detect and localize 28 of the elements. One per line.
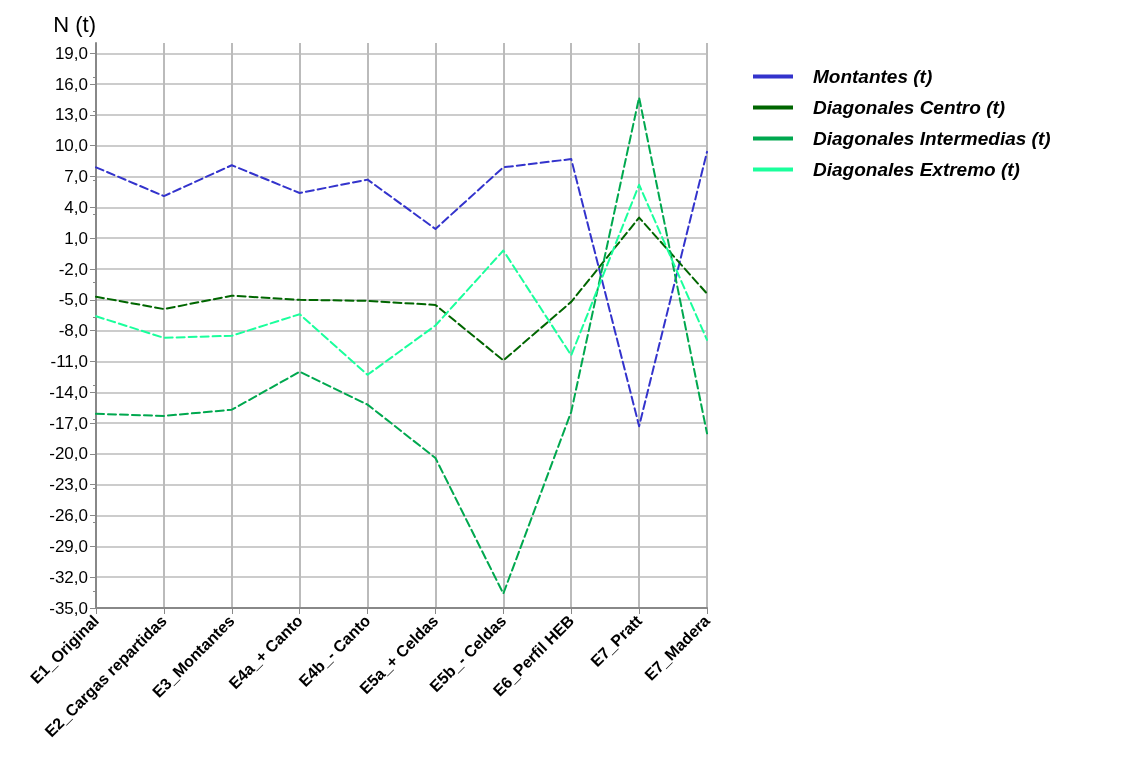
line-series (95, 183, 708, 376)
legend-label: Diagonales Centro (t) (813, 97, 1006, 118)
line-series (95, 216, 708, 362)
y-tick-label: -2,0 (58, 259, 88, 279)
y-tick-label: -20,0 (49, 444, 88, 464)
y-tick-label: 19,0 (54, 43, 88, 63)
y-tick-label: 13,0 (54, 105, 88, 125)
y-tick-label: -14,0 (49, 382, 88, 402)
y-tick-label: -32,0 (49, 567, 88, 587)
y-tick-label: -26,0 (49, 506, 88, 526)
legend-label: Montantes (t) (813, 66, 933, 87)
y-axis-title: N (t) (53, 11, 96, 37)
line-series (95, 150, 708, 428)
y-tick-label: -23,0 (49, 475, 88, 495)
y-tick-label: -5,0 (58, 290, 88, 310)
y-tick-label: -11,0 (50, 351, 88, 371)
y-tick-label: -35,0 (49, 598, 88, 618)
y-tick-label: 4,0 (64, 197, 88, 217)
legend-label: Diagonales Intermedias (t) (813, 128, 1051, 149)
y-tick-label: -8,0 (58, 321, 88, 341)
y-tick-label: -17,0 (49, 413, 88, 433)
y-tick-label: 7,0 (64, 167, 88, 187)
line-series (95, 96, 708, 595)
y-tick-label: 10,0 (54, 136, 88, 156)
y-tick-label: 1,0 (64, 228, 88, 248)
y-tick-label: -29,0 (49, 536, 88, 556)
legend-label: Diagonales Extremo (t) (813, 159, 1020, 180)
y-tick-label: 16,0 (54, 74, 88, 94)
